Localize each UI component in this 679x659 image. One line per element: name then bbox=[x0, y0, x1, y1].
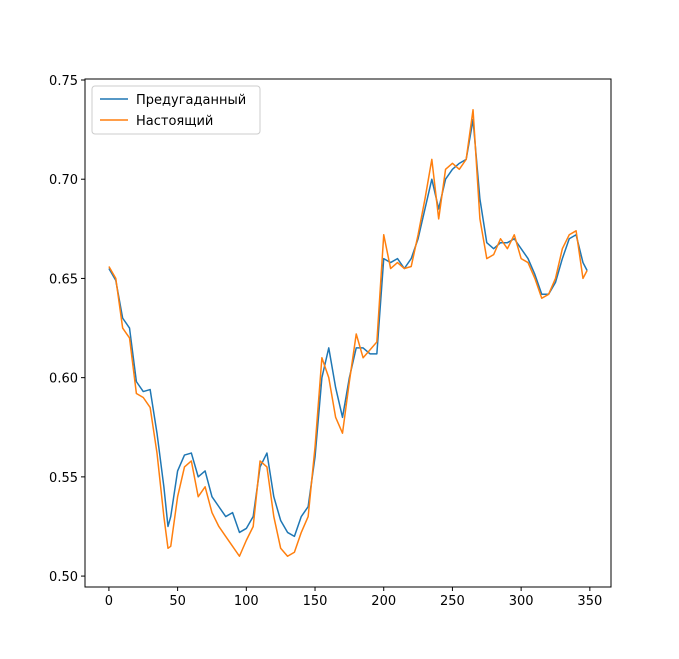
x-tick-label: 50 bbox=[169, 594, 186, 609]
y-tick-label: 0.65 bbox=[49, 272, 78, 287]
y-tick-label: 0.60 bbox=[49, 372, 78, 387]
x-tick-label: 350 bbox=[577, 594, 602, 609]
plot-frame bbox=[84, 78, 612, 588]
x-tick-label: 100 bbox=[234, 594, 259, 609]
x-tick-label: 200 bbox=[371, 594, 396, 609]
legend-label: Настоящий bbox=[136, 114, 213, 129]
series-line bbox=[108, 118, 588, 538]
x-tick-label: 250 bbox=[440, 594, 465, 609]
legend: Предугаданный Настоящий bbox=[91, 85, 261, 135]
x-tick-label: 150 bbox=[303, 594, 328, 609]
y-tick-label: 0.55 bbox=[49, 471, 78, 486]
y-tick-label: 0.50 bbox=[49, 570, 78, 585]
y-tick-label: 0.75 bbox=[49, 74, 78, 89]
series-line bbox=[108, 109, 588, 557]
y-tick-label: 0.70 bbox=[49, 173, 78, 188]
x-tick-label: 300 bbox=[509, 594, 534, 609]
legend-label: Предугаданный bbox=[136, 93, 246, 108]
x-tick-label: 0 bbox=[105, 594, 113, 609]
legend-box bbox=[91, 85, 261, 135]
